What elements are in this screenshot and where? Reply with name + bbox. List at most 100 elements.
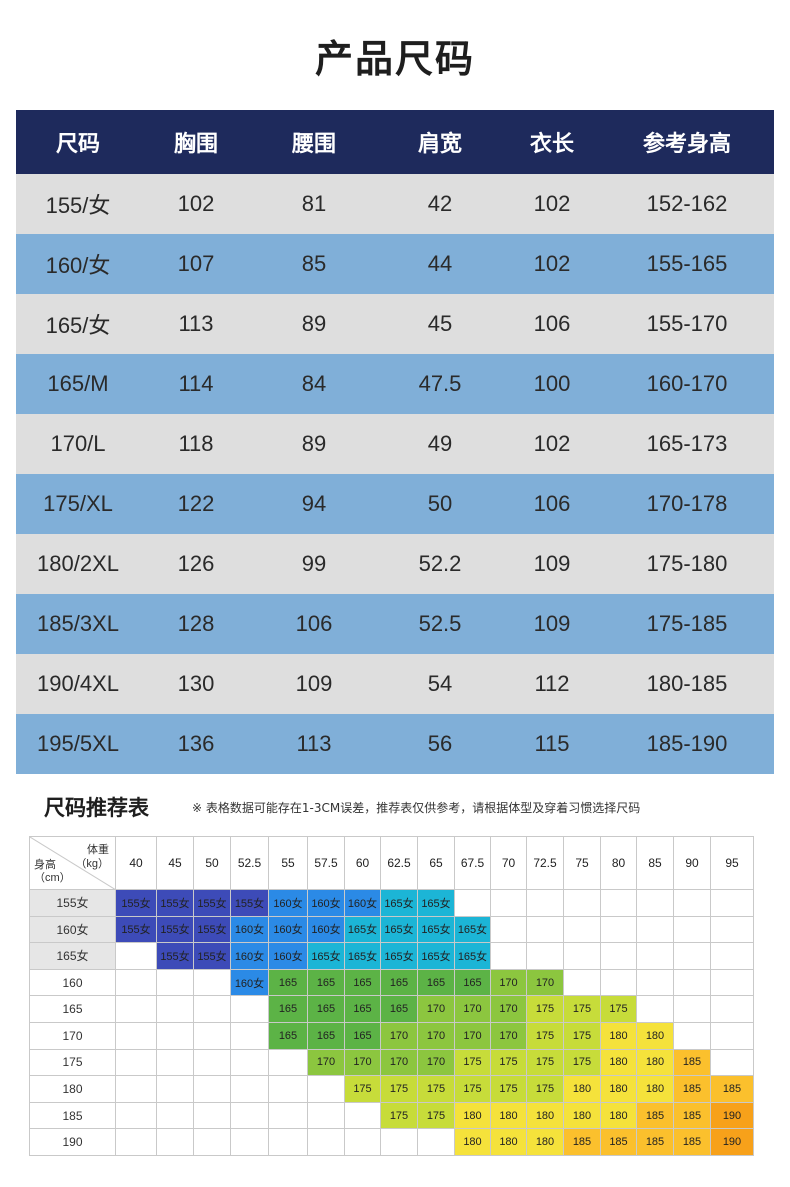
- empty-cell: [115, 942, 157, 970]
- size-header-cell: 参考身高: [600, 110, 774, 174]
- size-recommend-cell: 165女: [417, 915, 455, 944]
- size-recommend-cell: 160女: [268, 889, 308, 917]
- size-table-header: 尺码 胸围 腰围 肩宽 衣长 参考身高: [16, 110, 774, 174]
- empty-cell: [268, 1101, 308, 1130]
- size-cell: 115: [504, 714, 600, 774]
- empty-cell: [636, 995, 674, 1023]
- empty-cell: [563, 942, 601, 970]
- height-row: 170 165 165 165 170 170 170 170 175 175 180 180: [29, 1021, 754, 1050]
- size-recommend-cell: 175: [526, 1048, 564, 1077]
- size-recommend-cell: 170: [417, 1021, 455, 1050]
- size-cell: 50: [376, 474, 504, 534]
- size-table: 尺码 胸围 腰围 肩宽 衣长 参考身高 155/女 102 81 42 102 152-162 160…: [16, 110, 774, 774]
- size-cell: 109: [252, 654, 376, 714]
- size-recommend-cell: 175: [526, 1075, 564, 1103]
- empty-cell: [600, 889, 637, 917]
- height-row: 160 160女 165 165 165 165 165 165 170 170: [29, 968, 754, 997]
- size-cell: 126: [140, 534, 252, 594]
- size-recommend-cell: 170: [454, 1021, 491, 1050]
- empty-cell: [268, 1128, 308, 1156]
- weight-header-cell: 57.5: [307, 836, 345, 890]
- size-cell: 114: [140, 354, 252, 414]
- empty-cell: [380, 1128, 418, 1156]
- size-recommend-cell: 160女: [230, 915, 269, 944]
- size-cell: 155-165: [600, 234, 774, 294]
- size-recommend-cell: 180: [563, 1075, 601, 1103]
- size-recommend-cell: 170: [490, 995, 527, 1023]
- size-recommend-cell: 155女: [156, 889, 194, 917]
- empty-cell: [563, 968, 601, 997]
- size-cell: 47.5: [376, 354, 504, 414]
- empty-cell: [526, 942, 564, 970]
- size-row: 190/4XL 130 109 54 112 180-185: [16, 654, 774, 714]
- size-recommend-cell: 165: [307, 968, 345, 997]
- empty-cell: [156, 1075, 194, 1103]
- empty-cell: [673, 968, 711, 997]
- size-cell: 89: [252, 414, 376, 474]
- size-cell: 49: [376, 414, 504, 474]
- size-recommend-cell: 165女: [380, 889, 418, 917]
- empty-cell: [193, 1101, 231, 1130]
- size-cell: 102: [140, 174, 252, 234]
- size-recommend-cell: 175: [454, 1048, 491, 1077]
- empty-cell: [636, 968, 674, 997]
- height-row: 160女 155女 155女 155女 160女 160女 160女 165女 165女 165女…: [29, 915, 754, 944]
- empty-cell: [115, 1101, 157, 1130]
- size-recommend-cell: 185: [673, 1128, 711, 1156]
- size-cell: 165-173: [600, 414, 774, 474]
- size-cell: 113: [252, 714, 376, 774]
- empty-cell: [230, 995, 269, 1023]
- empty-cell: [526, 915, 564, 944]
- size-cell: 185/3XL: [16, 594, 140, 654]
- size-recommend-cell: 165女: [417, 889, 455, 917]
- size-recommend-cell: 165女: [307, 942, 345, 970]
- size-recommend-cell: 170: [380, 1021, 418, 1050]
- empty-cell: [490, 942, 527, 970]
- height-row: 155女 155女 155女 155女 155女 160女 160女 160女 165女 165女: [29, 889, 754, 917]
- size-recommend-cell: 165: [268, 968, 308, 997]
- height-row: 180 175 175 175 175 175 175 180 180 180 185 185: [29, 1075, 754, 1103]
- empty-cell: [156, 1021, 194, 1050]
- height-label-cell: 185: [29, 1101, 116, 1130]
- weight-header-cell: 60: [344, 836, 381, 890]
- size-header-cell: 衣长: [504, 110, 600, 174]
- size-cell: 54: [376, 654, 504, 714]
- size-recommend-cell: 175: [526, 1021, 564, 1050]
- height-label-cell: 165女: [29, 942, 116, 970]
- size-recommend-cell: 180: [454, 1128, 491, 1156]
- weight-header-cell: 90: [673, 836, 711, 890]
- size-cell: 180/2XL: [16, 534, 140, 594]
- size-cell: 175/XL: [16, 474, 140, 534]
- height-row: 190 180 180 180 185 185 185 185 190: [29, 1128, 754, 1156]
- size-recommend-cell: 155女: [156, 915, 194, 944]
- empty-cell: [636, 889, 674, 917]
- empty-cell: [673, 889, 711, 917]
- size-recommend-cell: 175: [417, 1075, 455, 1103]
- size-recommend-cell: 155女: [230, 889, 269, 917]
- size-recommend-cell: 165女: [380, 915, 418, 944]
- empty-cell: [417, 1128, 455, 1156]
- size-recommend-cell: 155女: [115, 915, 157, 944]
- page-title: 产品尺码: [314, 37, 475, 81]
- empty-cell: [156, 1048, 194, 1077]
- size-recommend-cell: 155女: [193, 915, 231, 944]
- recommend-note: ※ 表格数据可能存在1-3CM误差，推荐表仅供参考，请根据体型及穿着习惯选择尺码: [192, 801, 641, 815]
- size-cell: 136: [140, 714, 252, 774]
- size-row: 180/2XL 126 99 52.2 109 175-180: [16, 534, 774, 594]
- size-recommend-cell: 165: [344, 968, 381, 997]
- size-recommend-cell: 165: [454, 968, 491, 997]
- size-recommend-cell: 180: [636, 1075, 674, 1103]
- empty-cell: [636, 915, 674, 944]
- size-cell: 45: [376, 294, 504, 354]
- size-cell: 106: [252, 594, 376, 654]
- size-recommend-cell: 165女: [344, 915, 381, 944]
- size-cell: 84: [252, 354, 376, 414]
- size-recommend-cell: 175: [417, 1101, 455, 1130]
- size-cell: 160-170: [600, 354, 774, 414]
- size-header-cell: 尺码: [16, 110, 140, 174]
- size-recommend-cell: 160女: [307, 889, 345, 917]
- weight-header-cell: 45: [156, 836, 194, 890]
- empty-cell: [115, 1075, 157, 1103]
- size-recommend-cell: 180: [490, 1128, 527, 1156]
- empty-cell: [673, 1021, 711, 1050]
